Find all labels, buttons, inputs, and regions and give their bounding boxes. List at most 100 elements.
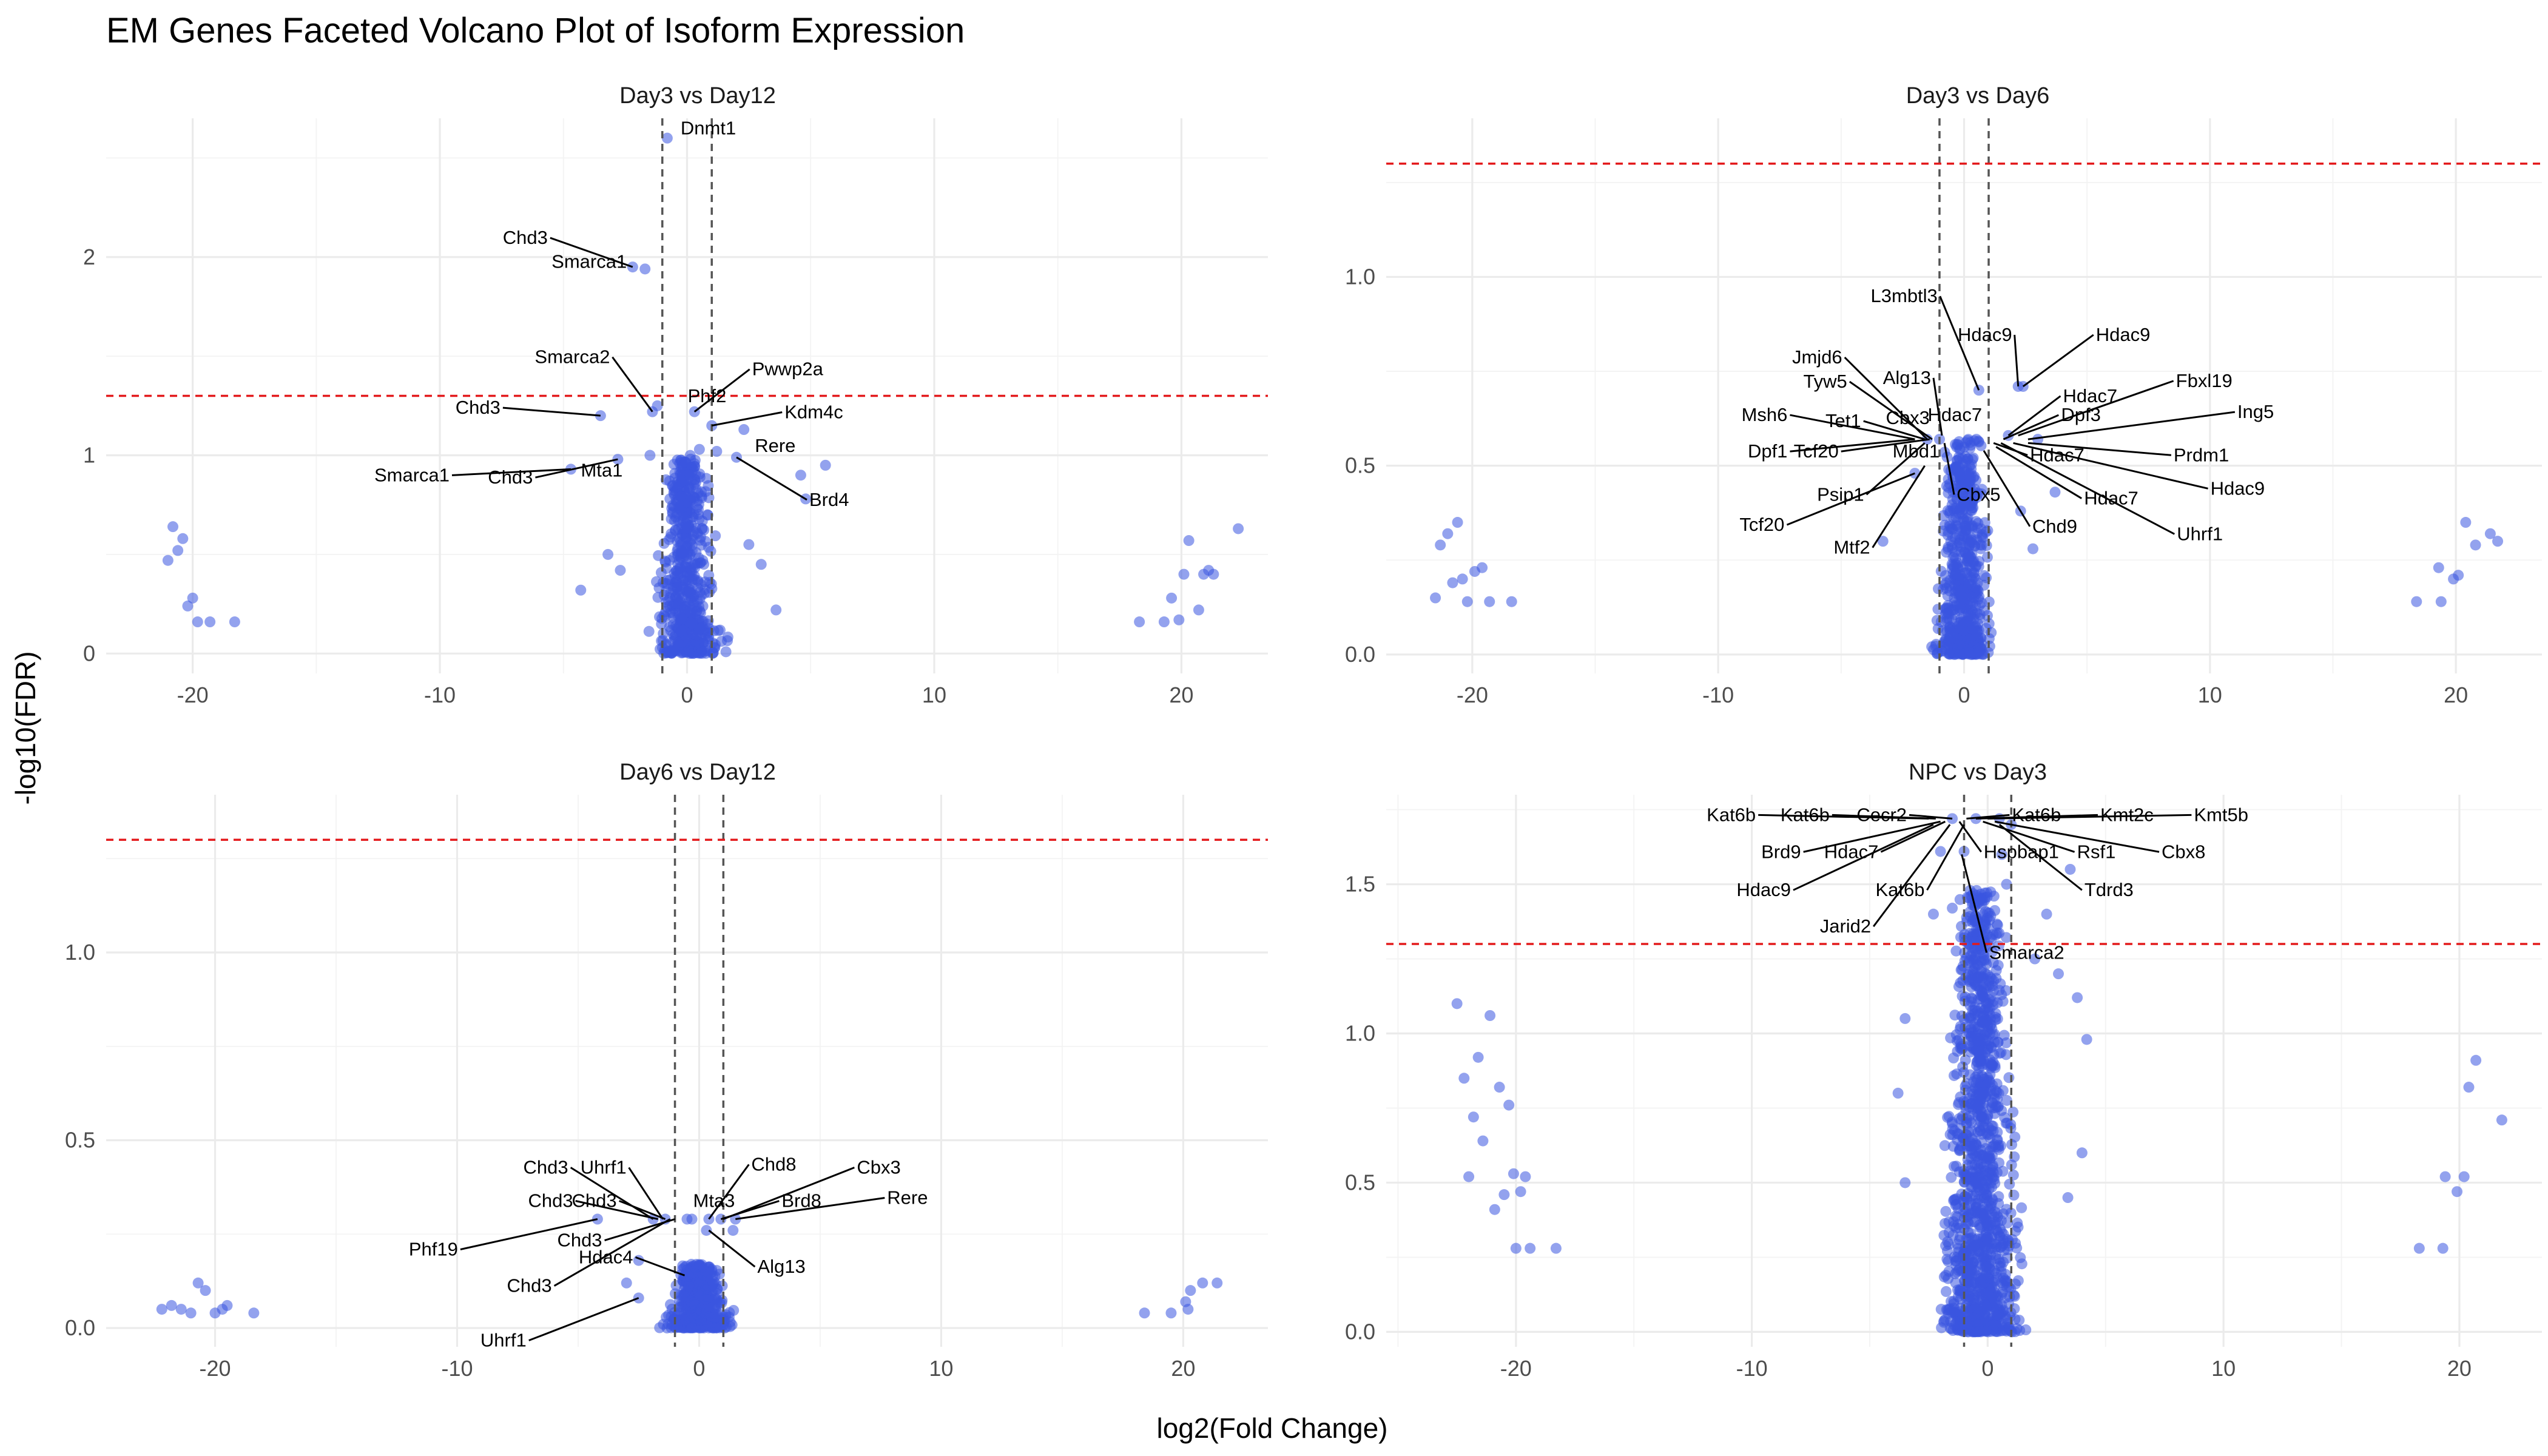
data-point [1953,1265,1964,1276]
gene-label: Cbx3 [857,1157,900,1178]
data-point [644,450,656,461]
label-leader-line [619,1200,666,1220]
x-tick-label: 0 [1958,682,1970,707]
data-point [1166,592,1178,604]
data-point [1943,1273,1954,1284]
label-leader-line [735,1197,885,1221]
data-point [1941,625,1952,637]
gene-label: Rere [887,1187,928,1208]
gene-label: Kdm4c [784,402,843,423]
data-point [820,459,831,471]
data-point [692,576,704,588]
data-point [1964,442,1976,454]
data-point [1970,1060,1982,1071]
label-leader-line [1987,814,2192,820]
data-point [1990,1141,2001,1153]
data-point [770,604,782,616]
gene-label: Cbx5 [1956,484,2000,505]
data-point [689,1267,700,1279]
data-point [1998,1256,2009,1268]
data-point [1877,536,1889,547]
data-point [2076,1147,2088,1159]
data-point [1983,1272,1994,1284]
data-point [1510,1242,1522,1254]
data-point [2435,596,2447,607]
data-point [2496,1114,2507,1126]
data-point [1158,616,1170,628]
data-point [1988,1088,2000,1100]
data-point [1981,551,1993,563]
data-point [1981,1193,1992,1204]
data-point [1972,971,1984,982]
data-point [248,1307,260,1319]
data-point [615,565,626,576]
data-point [1997,996,2009,1007]
label-leader-line [1994,820,2160,853]
data-point [1463,1171,1475,1182]
data-point [699,1293,711,1304]
data-point [1981,1175,1992,1186]
data-point [2020,1324,2032,1336]
data-point [1958,487,1970,498]
data-point [686,491,698,502]
gene-label: Smarca1 [551,251,627,272]
data-point [192,616,203,628]
gene-label: Phf2 [688,385,727,406]
label-leader-line [1926,824,1965,891]
gene-label: Chd9 [2032,516,2077,537]
data-point [1939,1140,1950,1151]
data-point [699,1284,711,1295]
x-tick-label: 20 [1171,1356,1195,1381]
data-point [1941,547,1952,558]
data-point [1498,1189,1510,1201]
data-point [1520,1171,1531,1182]
data-point [1977,1150,1989,1161]
data-point [682,522,694,534]
data-point [1995,1215,2007,1227]
gene-label: Msh6 [1742,404,1788,425]
data-point [1950,1210,1961,1222]
data-point [685,538,696,549]
x-tick-label: 20 [2447,1356,2472,1381]
data-point [693,623,705,635]
gene-label: Hdac9 [2211,477,2265,499]
data-point [1506,596,1517,607]
label-leader-line [1909,814,1953,820]
data-point [699,486,711,497]
data-point [1955,602,1966,614]
x-tick-label: -10 [1702,682,1734,707]
data-point [1966,502,1978,514]
data-point [1949,1251,1960,1262]
data-point [2439,1171,2451,1182]
data-point [1165,1307,1177,1319]
data-point [2012,1221,2024,1233]
data-point [1961,1078,1972,1090]
data-point [1943,487,1954,499]
data-point [795,470,806,481]
data-point [1970,434,1982,445]
data-point [1964,576,1975,588]
data-point [727,1225,739,1236]
data-point [1947,643,1958,655]
data-point [1964,1069,1976,1080]
data-point [670,525,681,537]
data-point [1969,483,1980,494]
data-point [655,643,666,655]
data-point [1461,596,1473,607]
data-point [1978,1184,1990,1196]
data-point [1139,1307,1150,1319]
label-leader-line [460,1218,598,1250]
data-point [1973,994,1984,1005]
data-point [677,493,689,505]
data-point [221,1299,233,1311]
data-point [706,583,718,595]
data-point [1984,1203,1996,1215]
data-point [686,1213,698,1225]
facet-strip-label: Day3 vs Day6 [1906,83,2050,109]
gene-label: Fbxl19 [2176,370,2233,391]
data-point [1457,573,1468,585]
data-point [1966,647,1977,659]
gene-label: Hdac4 [579,1246,633,1267]
data-point [2005,1119,2017,1130]
data-point [1987,985,1999,997]
